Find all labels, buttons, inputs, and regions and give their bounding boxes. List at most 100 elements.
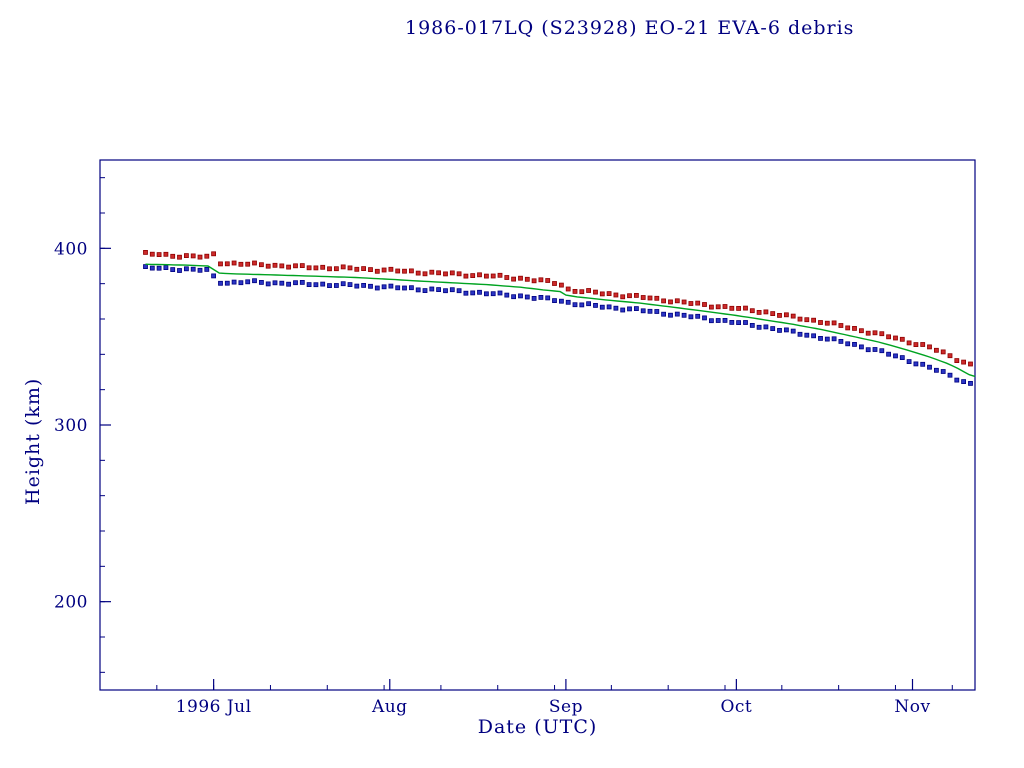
data-point (258, 262, 264, 268)
data-point (763, 324, 769, 330)
data-point (347, 282, 353, 288)
data-point (681, 299, 687, 305)
data-point (872, 347, 878, 352)
data-point (190, 253, 196, 259)
data-point (559, 298, 564, 304)
data-point (306, 282, 312, 288)
data-point (327, 283, 332, 289)
data-point (149, 251, 155, 257)
data-point (906, 340, 912, 346)
data-point (361, 282, 367, 288)
data-point (183, 253, 189, 259)
data-point (163, 265, 169, 271)
data-point (156, 252, 162, 258)
data-point (190, 266, 196, 272)
data-point (204, 266, 210, 272)
data-point (238, 280, 244, 286)
data-point (695, 313, 701, 319)
data-point (415, 287, 421, 293)
data-point (177, 254, 182, 260)
data-point (538, 294, 544, 300)
data-point (293, 280, 298, 286)
data-point (340, 264, 346, 270)
data-point (811, 333, 816, 339)
data-point (231, 279, 237, 285)
data-point (824, 320, 830, 326)
data-point (790, 328, 796, 334)
data-point (531, 295, 537, 301)
data-point (552, 281, 557, 286)
data-point (797, 316, 803, 322)
data-point (709, 318, 714, 324)
data-point (736, 320, 741, 326)
data-point (272, 280, 278, 286)
data-point (415, 270, 421, 276)
data-point (170, 253, 176, 259)
data-point (463, 273, 469, 279)
data-point (456, 271, 462, 277)
data-point (818, 320, 823, 325)
data-point (265, 281, 271, 287)
data-point (593, 289, 598, 295)
data-point (940, 349, 946, 355)
data-point (518, 293, 523, 299)
data-point (913, 342, 919, 348)
data-point (586, 301, 591, 307)
data-point (286, 281, 292, 287)
data-point (722, 317, 728, 323)
data-point (627, 306, 632, 312)
data-point (688, 314, 694, 320)
data-point (313, 265, 319, 271)
data-point (920, 361, 926, 367)
data-point (893, 335, 898, 341)
data-point (736, 305, 741, 311)
data-point (579, 289, 585, 295)
data-point (893, 353, 898, 359)
data-point (572, 288, 578, 294)
data-point (252, 278, 257, 284)
data-point (538, 277, 544, 283)
data-point (859, 344, 864, 350)
data-point (395, 268, 401, 274)
x-tick-label: Oct (720, 697, 752, 717)
data-point (865, 330, 871, 336)
data-point (183, 266, 189, 272)
data-point (831, 320, 837, 326)
data-point (436, 287, 442, 293)
data-point (374, 285, 380, 291)
data-point (504, 292, 510, 298)
data-point (824, 336, 830, 342)
data-point (354, 266, 360, 272)
data-point (797, 331, 803, 337)
data-point (443, 288, 448, 294)
data-point (831, 336, 837, 342)
data-point (879, 348, 885, 354)
data-point (647, 295, 653, 301)
data-point (449, 287, 455, 293)
data-point (306, 265, 312, 271)
data-point (947, 353, 953, 359)
x-axis-label: Date (UTC) (477, 716, 598, 738)
data-point (906, 359, 912, 365)
data-point (402, 285, 407, 291)
data-point (756, 324, 762, 330)
data-point (695, 300, 701, 306)
data-point (279, 263, 285, 269)
data-point (347, 265, 353, 271)
data-point (177, 268, 182, 273)
data-point (361, 266, 367, 272)
data-point (770, 311, 776, 317)
data-point (968, 361, 973, 367)
data-point (715, 304, 721, 310)
data-point (368, 283, 373, 289)
data-point (668, 312, 673, 318)
data-point (511, 294, 517, 300)
data-point (524, 276, 530, 282)
data-point (565, 286, 571, 292)
data-point (531, 278, 537, 284)
data-point (668, 299, 673, 305)
data-point (613, 305, 619, 311)
data-point (722, 304, 728, 309)
data-point (654, 309, 660, 314)
